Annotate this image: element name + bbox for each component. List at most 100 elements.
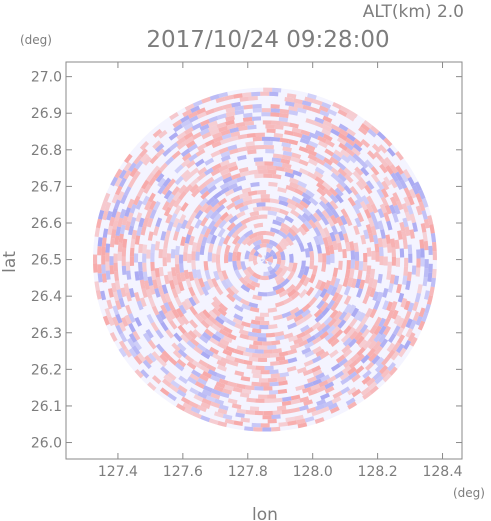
radar-cell	[330, 338, 340, 348]
radar-cell	[185, 219, 193, 230]
radar-cell	[158, 248, 164, 259]
radar-cell	[314, 313, 324, 323]
radar-cell	[238, 192, 249, 199]
radar-cell	[331, 208, 340, 219]
radar-cell	[122, 238, 128, 249]
radar-cell	[169, 141, 179, 151]
radar-cell	[180, 201, 189, 212]
radar-cell	[132, 170, 141, 181]
radar-cell	[207, 120, 218, 128]
radar-cell	[208, 310, 218, 320]
radar-cell	[204, 348, 215, 357]
radar-cell	[313, 289, 323, 300]
radar-cell	[315, 152, 326, 161]
radar-cell	[308, 158, 318, 167]
radar-cell	[300, 129, 311, 137]
radar-cell	[335, 354, 346, 364]
radar-cell	[264, 256, 269, 260]
radar-cell	[128, 162, 137, 172]
radar-cell	[182, 402, 193, 411]
radar-cell	[142, 253, 147, 263]
radar-cell	[219, 211, 229, 221]
radar-cell	[207, 124, 218, 132]
radar-cell	[393, 275, 400, 285]
radar-cell	[384, 204, 392, 215]
radar-cell	[357, 270, 363, 280]
radar-cell	[171, 186, 181, 196]
radar-cell	[367, 381, 378, 391]
radar-cell	[133, 155, 143, 165]
radar-cell	[307, 149, 318, 157]
radar-cell	[354, 199, 363, 210]
radar-cell	[151, 351, 161, 361]
radar-cell	[187, 110, 198, 119]
radar-cell	[227, 161, 237, 169]
radar-cell	[248, 344, 259, 350]
radar-cell	[102, 315, 110, 326]
radar-cell	[252, 136, 262, 142]
radar-cell	[177, 385, 188, 394]
radar-cell	[330, 128, 341, 137]
radar-cell	[339, 371, 350, 381]
radar-cell	[324, 385, 335, 394]
radar-cell	[243, 359, 253, 366]
radar-cell	[353, 310, 363, 321]
radar-cell	[402, 239, 408, 250]
radar-cell	[231, 229, 241, 239]
radar-cell	[322, 124, 333, 133]
radar-cell	[255, 161, 265, 166]
radar-cell	[311, 355, 322, 364]
radar-cell	[301, 207, 312, 217]
radar-cell	[313, 121, 324, 129]
radar-cell	[188, 143, 198, 152]
radar-cell	[293, 102, 304, 109]
radar-cell	[238, 166, 249, 174]
radar-cell	[321, 209, 331, 220]
radar-cell	[296, 331, 307, 340]
radar-cell	[239, 333, 250, 340]
radar-cell	[197, 233, 205, 244]
radar-cell	[158, 266, 164, 277]
radar-cell	[93, 263, 98, 273]
radar-cell	[258, 345, 268, 350]
radar-cell	[113, 271, 120, 281]
radar-cell	[155, 276, 162, 287]
radar-cell	[350, 278, 358, 289]
radar-cell	[145, 172, 155, 183]
radar-cell	[183, 331, 193, 341]
radar-cell	[327, 335, 337, 345]
radar-cell	[387, 333, 397, 344]
radar-cell	[226, 318, 236, 327]
radar-cell	[319, 406, 330, 414]
radar-cell	[306, 335, 317, 344]
radar-cell	[152, 200, 161, 211]
radar-cell	[191, 241, 198, 252]
radar-cell	[218, 313, 229, 323]
radar-cell	[301, 347, 312, 355]
radar-cell	[199, 334, 209, 344]
radar-cell	[379, 364, 389, 375]
radar-cell	[252, 255, 258, 261]
radar-cell	[238, 205, 249, 213]
radar-cell	[214, 398, 225, 406]
radar-cell	[304, 326, 314, 336]
radar-cell	[159, 387, 170, 397]
radar-cell	[369, 385, 379, 395]
radar-cell	[218, 219, 227, 229]
radar-cell	[268, 272, 278, 280]
radar-cell	[129, 203, 137, 214]
radar-cell	[247, 149, 257, 155]
radar-cell	[175, 272, 182, 283]
radar-cell	[281, 400, 292, 406]
radar-cell	[343, 295, 352, 306]
radar-cell	[230, 195, 241, 203]
radar-cell	[104, 307, 112, 318]
radar-cell	[337, 173, 347, 183]
radar-cell	[249, 210, 260, 217]
radar-cell	[311, 336, 322, 345]
radar-cell	[374, 243, 380, 253]
radar-cell	[269, 268, 277, 276]
radar-cell	[368, 352, 378, 363]
radar-cell	[177, 281, 185, 292]
radar-cell	[191, 360, 202, 369]
